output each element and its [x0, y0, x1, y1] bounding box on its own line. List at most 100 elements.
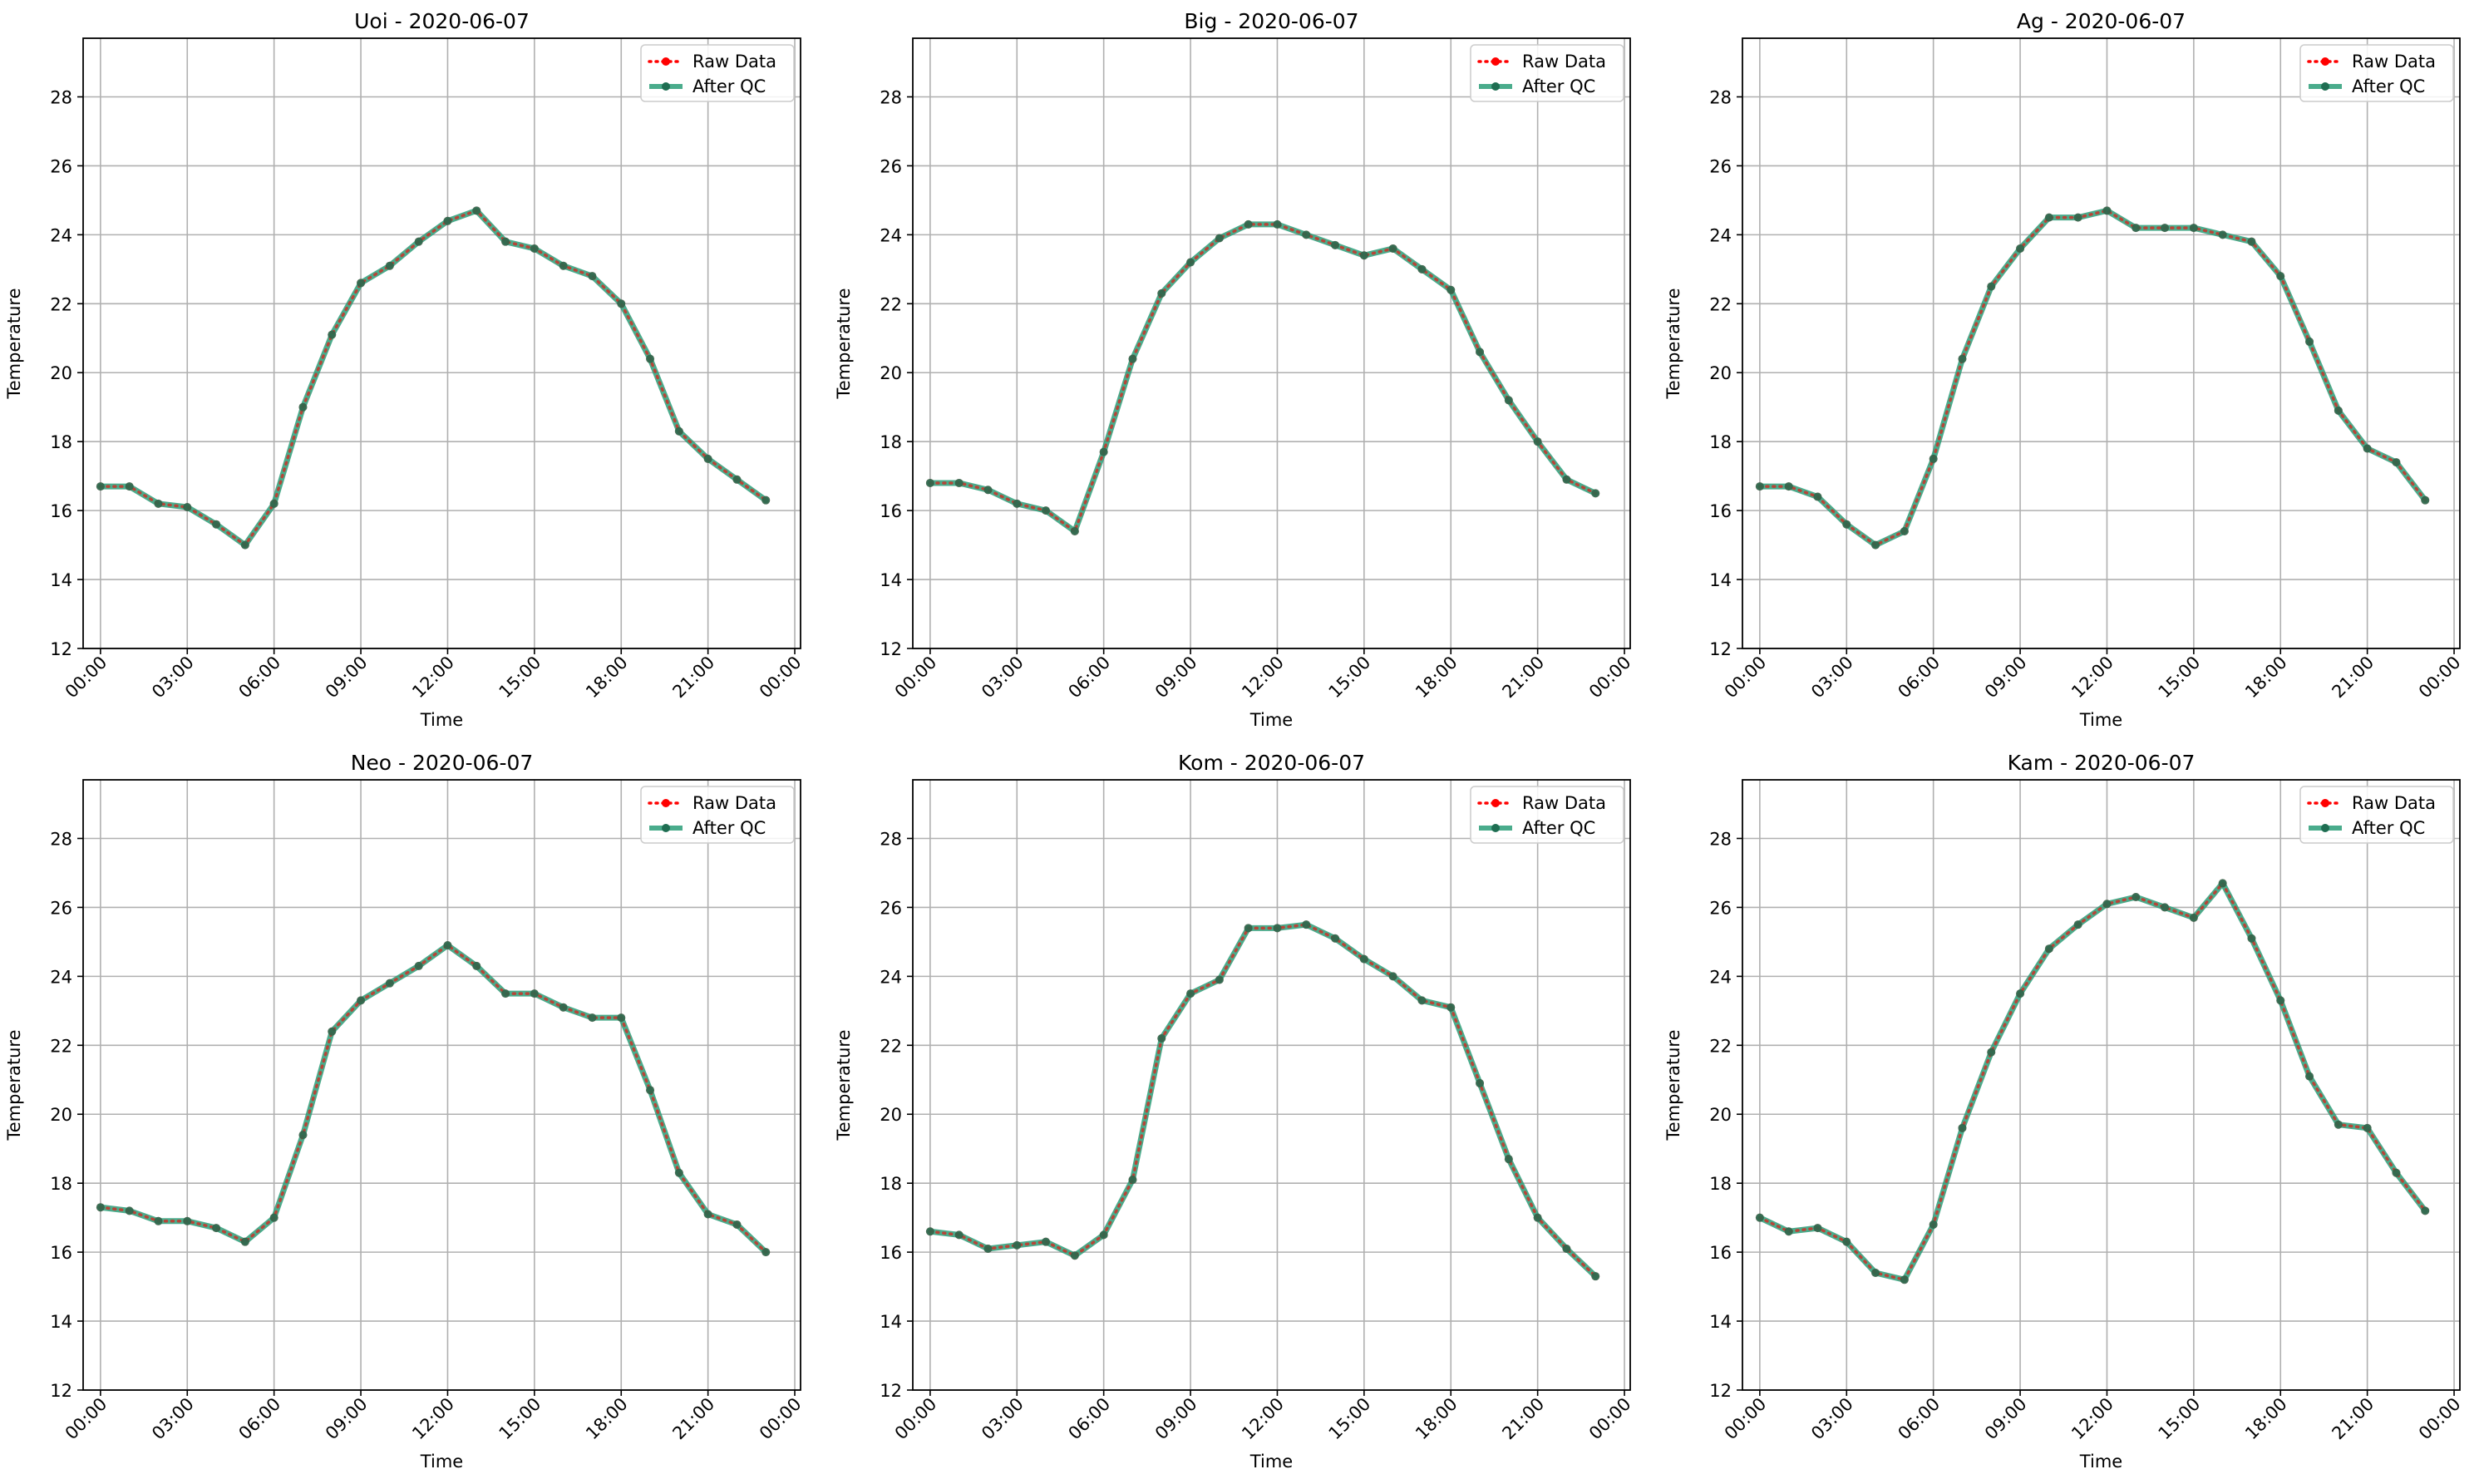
subplot-1-y-tick-label: 26 — [50, 156, 72, 176]
subplot-2-x-tick-label: 21:00 — [1498, 653, 1548, 703]
subplot-4-after-qc-point — [588, 1013, 597, 1023]
subplot-1-after-qc-point — [183, 502, 192, 511]
subplot-3-after-qc-point — [2392, 458, 2401, 467]
subplot-6: 12 14 16 18 20 22 24 26 28 00:00 03:00 06:00 09:00 12… — [1663, 751, 2465, 1472]
subplot-6-y-axis-label: Temperature — [1663, 1029, 1683, 1141]
subplot-3-x-tick-label: 00:00 — [1721, 653, 1771, 703]
subplot-4-x-tick-label: 09:00 — [322, 1394, 372, 1444]
subplot-6-y-tick-label: 12 — [1709, 1381, 1732, 1401]
subplot-5-after-qc-point — [1042, 1237, 1051, 1246]
subplot-1-after-qc-point — [588, 272, 597, 281]
subplot-4-after-qc-point — [385, 979, 394, 988]
subplot-2-y-tick-label: 12 — [880, 639, 902, 659]
subplot-2-after-qc-point — [1215, 234, 1224, 243]
subplot-5-y-tick-label: 14 — [880, 1312, 902, 1332]
subplot-3-after-qc-point — [2305, 337, 2314, 346]
subplot-3-after-qc-point — [1813, 492, 1822, 501]
subplot-6-after-qc-point — [2334, 1120, 2343, 1129]
subplot-6-y-tick-label: 22 — [1709, 1036, 1732, 1056]
subplot-6-after-qc-point — [1755, 1213, 1764, 1222]
subplot-4-after-qc-point — [530, 989, 539, 998]
subplot-5-y-tick-label: 24 — [880, 967, 902, 987]
subplot-3-raw-data-line — [1758, 209, 2427, 547]
subplot-2-y-tick-label: 16 — [880, 501, 902, 521]
subplot-3-after-qc-point — [2161, 224, 2170, 233]
subplot-1-after-qc-point — [96, 482, 105, 491]
subplot-4-x-tick-label: 06:00 — [234, 1394, 284, 1444]
subplot-4-x-tick-label: 00:00 — [756, 1394, 806, 1444]
subplot-6-after-qc-point — [2363, 1123, 2372, 1132]
subplot-6-raw-data-line — [1758, 880, 2427, 1282]
subplot-6-after-qc-point — [2305, 1072, 2314, 1081]
subplot-4-after-qc-point — [328, 1027, 337, 1036]
subplot-1-after-qc-point — [617, 299, 626, 308]
subplot-1-y-tick-label: 22 — [50, 294, 72, 314]
subplot-5-after-qc-point — [983, 1244, 993, 1253]
subplot-3-y-axis-label: Temperature — [1663, 288, 1683, 399]
subplot-3-after-qc-point — [1987, 282, 1996, 291]
subplot-2-axes-frame — [912, 37, 1631, 649]
subplot-5: 12 14 16 18 20 22 24 26 28 00:00 03:00 06:00 09:00 12… — [834, 751, 1635, 1472]
subplot-3-after-qc-point — [2363, 444, 2372, 453]
subplot-2-x-tick-label: 09:00 — [1151, 653, 1201, 703]
subplot-2-after-qc-point — [1476, 348, 1485, 357]
subplot-1-after-qc-line — [97, 207, 769, 549]
subplot-2-y-tick-label: 26 — [880, 156, 902, 176]
subplot-2-raw-data-line — [929, 223, 1597, 534]
subplot-2-legend-raw-marker — [1491, 57, 1500, 66]
subplot-6-after-qc-point — [2247, 934, 2256, 943]
subplot-4-legend-qc-label: After QC — [692, 818, 766, 838]
subplot-4-title: Neo - 2020-06-07 — [351, 751, 534, 775]
subplot-3-y-tick-label: 16 — [1709, 501, 1732, 521]
subplot-6-after-qc-point — [1784, 1227, 1793, 1236]
subplot-6-after-qc-point — [2073, 920, 2082, 929]
subplot-6-x-tick-label: 00:00 — [2415, 1394, 2465, 1444]
subplot-5-after-qc-point — [1070, 1251, 1079, 1260]
subplot-6-x-tick-label: 12:00 — [2067, 1394, 2117, 1444]
subplot-4-x-tick-label: 21:00 — [668, 1394, 718, 1444]
subplot-5-x-tick-label: 00:00 — [1585, 1394, 1635, 1444]
subplot-5-x-tick-label: 12:00 — [1238, 1394, 1288, 1444]
subplot-4-x-axis-label: Time — [420, 1452, 463, 1472]
subplot-4-after-qc-point — [414, 961, 423, 970]
subplot-1-after-qc-point — [472, 206, 481, 215]
subplot-4-legend-raw-label: Raw Data — [692, 793, 776, 813]
subplot-4-after-qc-point — [703, 1210, 712, 1219]
subplot-5-y-tick-label: 28 — [880, 829, 902, 849]
subplot-4-after-qc-point — [154, 1216, 163, 1225]
subplot-1-x-axis-label: Time — [420, 710, 463, 730]
subplot-4-after-qc-point — [732, 1220, 742, 1229]
subplot-5-y-tick-label: 20 — [880, 1105, 902, 1125]
subplot-4-after-qc-line — [97, 942, 769, 1255]
subplot-6-axes-frame — [1742, 779, 2461, 1391]
subplot-5-after-qc-point — [1359, 954, 1368, 964]
subplot-6-title: Kam - 2020-06-07 — [2008, 751, 2196, 775]
subplot-5-y-tick-label: 22 — [880, 1036, 902, 1056]
subplot-5-legend: Raw Data After QC — [1470, 786, 1624, 844]
subplot-1-y-tick-label: 12 — [50, 639, 72, 659]
subplot-1-legend-qc-label: After QC — [692, 76, 766, 96]
subplot-3-legend-qc-label: After QC — [2352, 76, 2425, 96]
subplot-6-after-qc-point — [2218, 879, 2227, 888]
subplot-6-y-tick-label: 20 — [1709, 1105, 1732, 1125]
subplot-6-after-qc-point — [2189, 913, 2198, 922]
subplot-4-y-tick-label: 22 — [50, 1036, 72, 1056]
subplot-5-raw-data-line — [929, 923, 1597, 1278]
subplot-2-after-qc-point — [1417, 264, 1427, 274]
subplot-1-x-tick-label: 09:00 — [322, 653, 372, 703]
subplot-4-x-tick-label: 18:00 — [582, 1394, 632, 1444]
subplot-2-after-qc-point — [925, 478, 934, 487]
subplot-2-after-qc-point — [1128, 354, 1137, 363]
subplot-3-legend-raw-marker — [2321, 57, 2329, 66]
subplot-1-after-qc-point — [703, 454, 712, 463]
subplot-2-y-tick-label: 28 — [880, 87, 902, 107]
subplot-4-after-qc-point — [472, 961, 481, 970]
subplot-1-y-tick-label: 16 — [50, 501, 72, 521]
subplot-5-after-qc-point — [1215, 975, 1224, 984]
subplot-6-after-qc-point — [1929, 1220, 1938, 1229]
subplot-5-y-tick-label: 18 — [880, 1174, 902, 1194]
subplot-6-legend-qc-label: After QC — [2352, 818, 2425, 838]
subplot-4-y-tick-label: 16 — [50, 1243, 72, 1263]
subplot-4-after-qc-point — [761, 1248, 771, 1257]
subplot-5-legend-qc-marker — [1491, 824, 1500, 832]
